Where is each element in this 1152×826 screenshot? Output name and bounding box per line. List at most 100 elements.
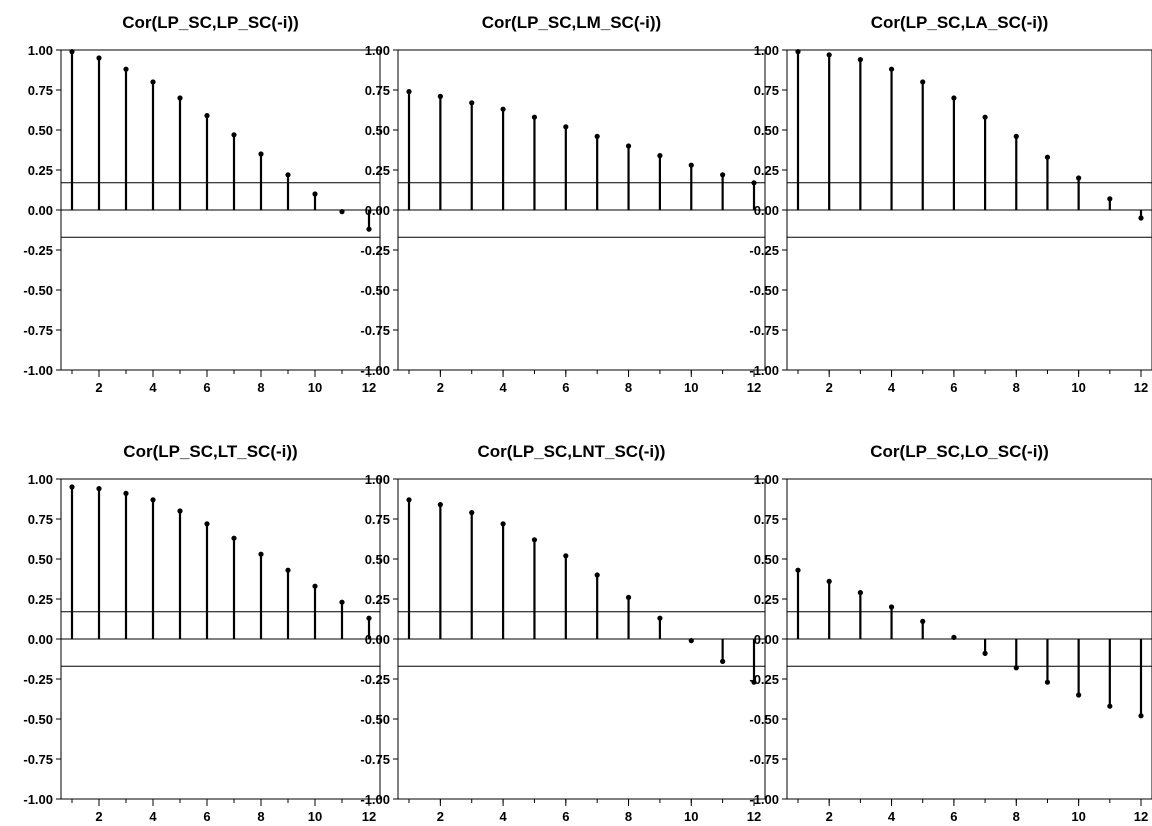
stem-point: [366, 615, 372, 621]
x-tick-label: 10: [308, 380, 322, 395]
stem-point: [204, 521, 210, 527]
y-tick-label: 0.50: [28, 123, 53, 138]
x-tick-label: 10: [684, 380, 698, 395]
y-tick-label: 1.00: [754, 472, 779, 487]
x-tick-label: 8: [257, 380, 264, 395]
stem-point: [857, 590, 863, 596]
stem-point: [285, 567, 291, 573]
stem-point: [123, 490, 129, 496]
x-tick-label: 6: [950, 809, 957, 824]
stem-point: [563, 553, 569, 559]
stem-point: [123, 66, 129, 72]
x-tick-label: 2: [826, 380, 833, 395]
x-tick-label: 4: [888, 380, 896, 395]
stem-point: [437, 502, 443, 508]
panel-title: Cor(LP_SC,LT_SC(-i)): [123, 442, 297, 461]
stem-point: [625, 594, 632, 601]
y-tick-label: 1.00: [365, 43, 390, 58]
stem-point: [795, 567, 801, 573]
stem-point: [951, 95, 957, 101]
stem-point: [366, 226, 372, 232]
stem-point: [888, 604, 895, 610]
stem-point: [231, 132, 237, 138]
y-tick-label: -0.25: [23, 243, 53, 258]
x-tick-label: 2: [826, 809, 833, 824]
y-tick-label: -1.00: [360, 792, 390, 807]
x-tick-label: 2: [95, 809, 102, 824]
stem-point: [951, 634, 957, 641]
stem-point: [531, 114, 538, 120]
y-tick-label: 0.00: [365, 203, 390, 218]
stem-point: [857, 57, 863, 63]
stem-point: [1138, 215, 1144, 221]
y-tick-label: -1.00: [23, 792, 53, 807]
stem-point: [437, 93, 443, 99]
y-tick-label: 0.00: [28, 632, 53, 647]
x-tick-label: 2: [437, 809, 444, 824]
stem-point: [312, 191, 318, 197]
y-tick-label: -0.25: [360, 243, 390, 258]
x-tick-label: 8: [625, 809, 632, 824]
y-tick-label: 0.00: [754, 203, 779, 218]
x-tick-label: 10: [1071, 380, 1085, 395]
y-tick-label: -0.25: [749, 243, 779, 258]
stem-point: [204, 113, 210, 119]
stem-point: [406, 89, 412, 95]
panel-title: Cor(LP_SC,LA_SC(-i)): [871, 13, 1049, 32]
x-tick-label: 12: [362, 380, 376, 395]
panel-title: Cor(LP_SC,LM_SC(-i)): [482, 13, 661, 32]
y-tick-label: 0.50: [365, 552, 390, 567]
stem-point: [231, 535, 237, 541]
y-tick-label: -0.50: [360, 712, 390, 727]
stem-point: [1138, 713, 1144, 719]
y-tick-label: 0.25: [28, 163, 53, 178]
stem-point: [688, 162, 694, 168]
y-tick-label: -1.00: [360, 363, 390, 378]
x-tick-label: 8: [625, 380, 632, 395]
y-tick-label: 1.00: [365, 472, 390, 487]
x-tick-label: 6: [203, 380, 210, 395]
stem-point: [500, 521, 506, 527]
y-tick-label: -0.50: [749, 283, 779, 298]
x-tick-label: 12: [747, 380, 761, 395]
y-tick-label: -0.75: [749, 323, 779, 338]
stem-point: [720, 172, 726, 178]
y-tick-label: -0.50: [360, 283, 390, 298]
x-tick-label: 4: [888, 809, 896, 824]
stem-point: [258, 151, 264, 157]
y-tick-label: -0.75: [23, 323, 53, 338]
x-tick-label: 10: [308, 809, 322, 824]
x-tick-label: 12: [1134, 809, 1148, 824]
y-tick-label: 0.75: [754, 83, 779, 98]
x-tick-label: 6: [203, 809, 210, 824]
y-tick-label: -0.75: [749, 752, 779, 767]
stem-point: [1013, 133, 1019, 139]
stem-point: [469, 100, 475, 106]
y-tick-label: -0.25: [749, 672, 779, 687]
y-tick-label: 0.75: [28, 512, 53, 527]
stem-point: [339, 599, 345, 605]
y-tick-label: 0.00: [28, 203, 53, 218]
x-tick-label: 12: [747, 809, 761, 824]
x-tick-label: 8: [257, 809, 264, 824]
y-tick-label: 0.75: [365, 512, 390, 527]
x-tick-label: 12: [1134, 380, 1148, 395]
y-tick-label: 0.25: [365, 163, 390, 178]
y-tick-label: 0.50: [365, 123, 390, 138]
stem-point: [751, 679, 757, 685]
stem-point: [177, 95, 183, 101]
y-tick-label: -0.25: [23, 672, 53, 687]
stem-point: [69, 484, 75, 490]
stem-point: [688, 638, 694, 644]
stem-point: [826, 578, 832, 585]
stem-point: [1044, 679, 1051, 685]
x-tick-label: 4: [149, 380, 157, 395]
stem-point: [594, 133, 600, 139]
stem-point: [177, 508, 183, 514]
y-tick-label: 0.75: [365, 83, 390, 98]
x-tick-label: 10: [684, 809, 698, 824]
chart-panel: Cor(LP_SC,LA_SC(-i)) 1.00 0.75 0.50 0.25 0.00…: [749, 13, 1152, 395]
y-tick-label: -0.50: [23, 283, 53, 298]
y-tick-label: 0.25: [28, 592, 53, 607]
